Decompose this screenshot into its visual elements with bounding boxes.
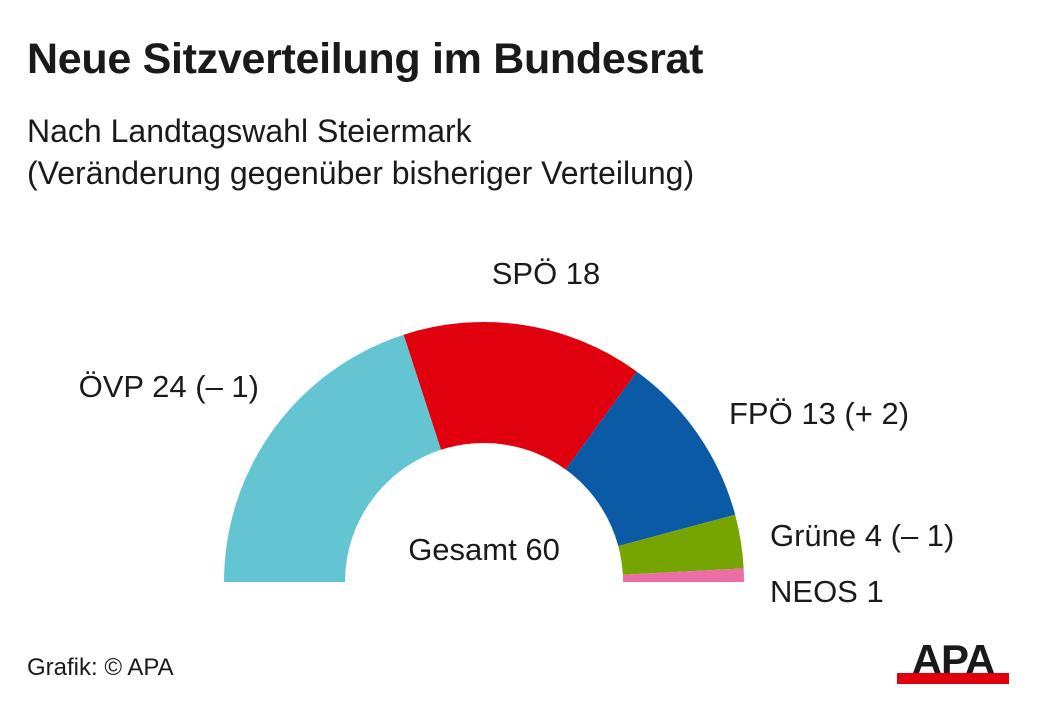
label-grune: Grüne 4 (– 1) (770, 518, 954, 553)
segment-fpo (565, 371, 736, 547)
apa-logo: APA (897, 637, 1009, 684)
chart-segments (224, 321, 744, 582)
label-fpo: FPÖ 13 (+ 2) (729, 396, 909, 431)
label-neos: NEOS 1 (770, 574, 884, 609)
label-ovp: ÖVP 24 (– 1) (79, 369, 259, 404)
apa-logo-bar (897, 673, 1009, 684)
segment-neos (622, 568, 744, 582)
label-spo: SPÖ 18 (492, 256, 601, 291)
subtitle-line-2: (Veränderung gegenüber bisheriger Vertei… (27, 155, 695, 191)
source-credit: Grafik: © APA (27, 654, 174, 681)
chart-subtitle: Nach Landtagswahl Steiermark (Veränderun… (27, 110, 694, 194)
segment-ovp (224, 334, 442, 582)
segment-spo (403, 321, 637, 470)
chart-labels: ÖVP 24 (– 1) SPÖ 18 FPÖ 13 (+ 2) Grüne 4 (–… (79, 256, 955, 609)
total-seats-label: Gesamt 60 (408, 532, 560, 567)
segment-grune (618, 514, 744, 575)
chart-title: Neue Sitzverteilung im Bundesrat (27, 35, 704, 83)
subtitle-line-1: Nach Landtagswahl Steiermark (27, 113, 472, 149)
